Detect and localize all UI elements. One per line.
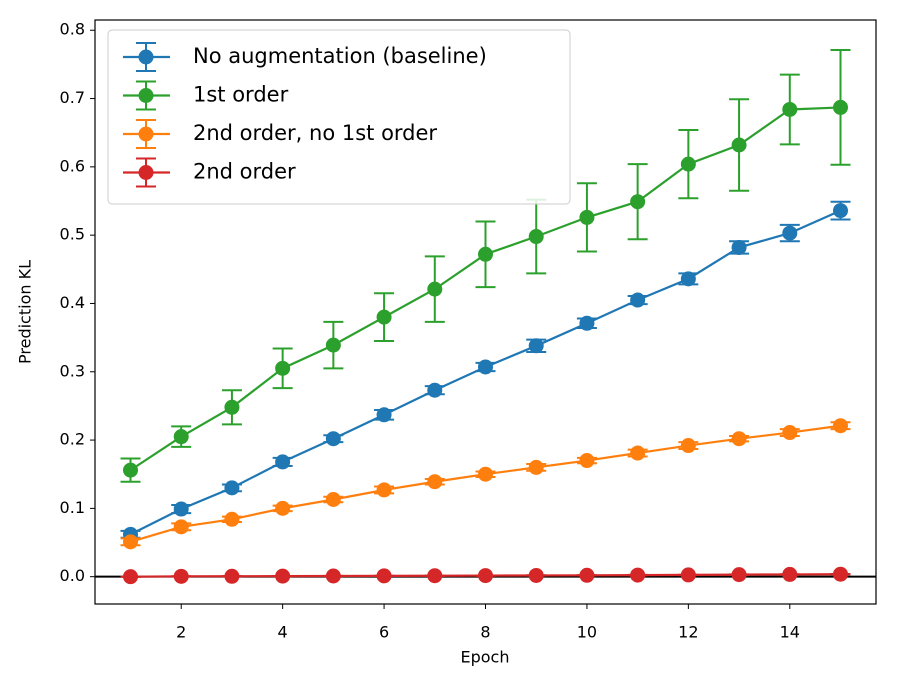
point xyxy=(579,453,595,469)
point xyxy=(731,239,747,255)
point xyxy=(427,382,443,398)
point xyxy=(275,568,291,584)
point xyxy=(680,438,696,454)
point xyxy=(325,491,341,507)
point xyxy=(173,568,189,584)
legend-marker xyxy=(138,165,154,180)
point xyxy=(224,511,240,527)
point xyxy=(427,281,443,297)
point xyxy=(630,194,646,210)
point xyxy=(478,568,493,584)
legend-label: 2nd order, no 1st order xyxy=(193,121,437,145)
point xyxy=(833,99,848,115)
point xyxy=(376,482,392,498)
point xyxy=(579,209,595,225)
y-tick-label: 0.8 xyxy=(60,20,85,39)
plot-frame xyxy=(94,19,877,605)
x-axis-label: Epoch xyxy=(461,648,510,667)
point xyxy=(528,567,544,583)
point xyxy=(224,568,240,584)
point xyxy=(478,359,493,375)
point xyxy=(275,454,291,470)
point xyxy=(376,309,392,325)
point xyxy=(680,156,696,172)
y-axis-label: Prediction KL xyxy=(16,260,35,364)
legend-marker xyxy=(138,88,154,103)
point xyxy=(680,567,696,583)
y-tick-label: 0.5 xyxy=(60,225,85,244)
point xyxy=(528,338,544,354)
point xyxy=(173,501,189,517)
point xyxy=(579,567,595,583)
point xyxy=(782,225,798,241)
legend-label: 2nd order xyxy=(193,160,296,184)
x-tick-label: 10 xyxy=(577,623,597,642)
point xyxy=(123,534,138,550)
point xyxy=(224,399,240,415)
y-tick-label: 0.1 xyxy=(60,498,85,517)
point xyxy=(630,445,646,461)
point xyxy=(173,519,189,535)
point xyxy=(376,568,392,584)
point xyxy=(731,431,747,447)
x-tick-label: 12 xyxy=(678,623,698,642)
x-tick-label: 2 xyxy=(176,623,186,642)
point xyxy=(782,566,798,582)
y-tick-label: 0.2 xyxy=(60,430,85,449)
point xyxy=(478,246,493,262)
point xyxy=(630,567,646,583)
point xyxy=(173,429,189,445)
point xyxy=(833,418,848,434)
x-tick-label: 4 xyxy=(278,623,288,642)
point xyxy=(680,271,696,287)
y-tick-label: 0.3 xyxy=(60,361,85,380)
point xyxy=(579,315,595,331)
point xyxy=(833,203,848,219)
x-tick-label: 14 xyxy=(780,623,800,642)
y-tick-label: 0.0 xyxy=(60,566,85,585)
y-tick-label: 0.7 xyxy=(60,88,85,107)
point xyxy=(275,500,291,516)
point xyxy=(123,569,138,585)
point xyxy=(528,459,544,475)
point xyxy=(325,337,341,353)
point xyxy=(478,466,493,482)
point xyxy=(275,360,291,376)
point xyxy=(731,137,747,153)
legend-marker xyxy=(138,49,154,65)
point xyxy=(528,229,544,245)
point xyxy=(427,474,443,490)
x-tick-label: 6 xyxy=(379,623,389,642)
point xyxy=(782,425,798,441)
y-tick-label: 0.6 xyxy=(60,156,85,175)
point xyxy=(123,462,138,478)
legend-label: 1st order xyxy=(193,83,289,107)
point xyxy=(427,568,443,584)
point xyxy=(224,480,240,496)
x-tick-label: 8 xyxy=(480,623,490,642)
point xyxy=(630,292,646,308)
point xyxy=(731,567,747,583)
legend-marker xyxy=(138,126,154,142)
point xyxy=(325,431,341,447)
point xyxy=(833,566,848,582)
y-tick-label: 0.4 xyxy=(60,293,85,312)
point xyxy=(782,101,798,117)
point xyxy=(376,407,392,423)
legend-box xyxy=(107,29,571,205)
legend-label: No augmentation (baseline) xyxy=(193,44,487,68)
point xyxy=(325,568,341,584)
